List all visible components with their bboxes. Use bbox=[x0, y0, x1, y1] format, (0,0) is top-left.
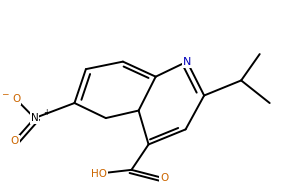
Text: −: − bbox=[1, 90, 9, 99]
Text: O: O bbox=[160, 173, 168, 183]
Text: HO: HO bbox=[91, 169, 107, 179]
Text: +: + bbox=[43, 108, 50, 117]
Text: N: N bbox=[31, 113, 38, 123]
Text: N: N bbox=[183, 57, 191, 67]
Text: O: O bbox=[12, 94, 20, 104]
Text: O: O bbox=[10, 136, 19, 146]
